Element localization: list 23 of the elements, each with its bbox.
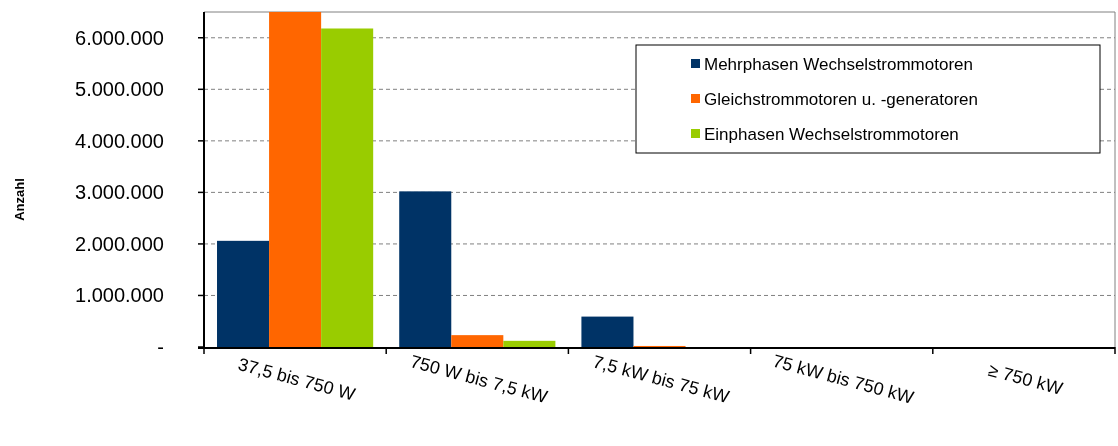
legend-label: Gleichstrommotoren u. -generatoren bbox=[704, 89, 979, 109]
bar bbox=[321, 28, 374, 347]
x-tick-label: 75 kW bis 750 kW bbox=[770, 350, 916, 408]
bar bbox=[581, 316, 634, 347]
legend-label: Einphasen Wechselstrommotoren bbox=[704, 124, 959, 144]
bar bbox=[269, 12, 322, 347]
bar bbox=[217, 240, 270, 347]
y-tick-label: - bbox=[157, 336, 164, 358]
x-tick-label: ≥ 750 kW bbox=[986, 359, 1065, 399]
x-tick-label: 750 W bis 7,5 kW bbox=[408, 351, 550, 408]
legend-label: Mehrphasen Wechselstrommotoren bbox=[704, 54, 973, 74]
bar bbox=[399, 191, 452, 347]
y-tick-label: 1.000.000 bbox=[75, 284, 164, 307]
bar bbox=[503, 340, 556, 347]
y-tick-label: 5.000.000 bbox=[75, 78, 164, 101]
y-tick-label: 2.000.000 bbox=[75, 232, 164, 255]
y-tick-label: 4.000.000 bbox=[75, 129, 164, 152]
y-tick-label: 3.000.000 bbox=[75, 181, 164, 204]
y-axis-title: Anzahl bbox=[12, 178, 27, 221]
y-tick-label: 6.000.000 bbox=[75, 26, 164, 49]
x-tick-label: 37,5 bis 750 W bbox=[236, 354, 358, 405]
bar bbox=[451, 335, 504, 347]
x-tick-label: 7,5 kW bis 75 kW bbox=[590, 351, 732, 407]
